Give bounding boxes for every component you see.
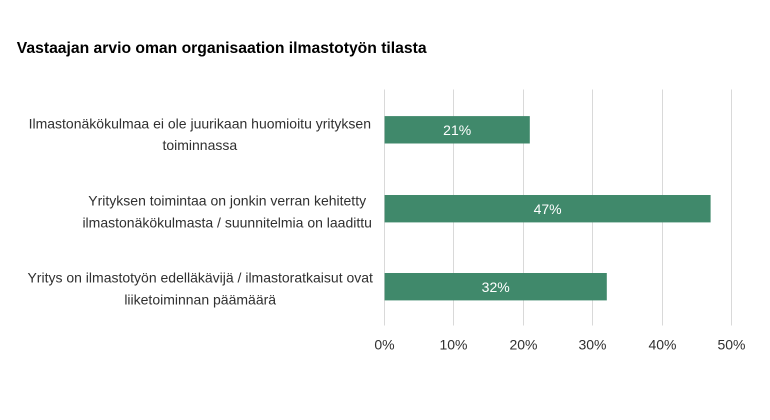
svg-text:Ilmastonäkökulmaa ei ole juuri: Ilmastonäkökulmaa ei ole juurikaan huomi… [29,116,371,132]
svg-text:40%: 40% [648,337,676,353]
svg-text:Yritys on ilmastotyön edelläkä: Yritys on ilmastotyön edelläkävijä / ilm… [27,269,373,285]
svg-text:Yrityksen toimintaa on jonkin: Yrityksen toimintaa on jonkin verran keh… [88,193,366,209]
svg-text:liiketoiminnan päämäärä: liiketoiminnan päämäärä [124,291,276,307]
svg-text:toiminnassa: toiminnassa [162,137,237,153]
svg-text:50%: 50% [717,337,745,353]
svg-text:20%: 20% [509,337,537,353]
svg-text:47%: 47% [534,201,562,217]
svg-text:ilmastonäkökulmasta / suunnite: ilmastonäkökulmasta / suunnitelmia on la… [82,215,372,231]
svg-text:30%: 30% [578,337,606,353]
svg-text:32%: 32% [482,279,510,295]
svg-text:21%: 21% [443,122,471,138]
svg-text:Vastaajan arvio oman organisaa: Vastaajan arvio oman organisaation ilmas… [17,40,427,57]
svg-text:10%: 10% [439,337,467,353]
svg-text:0%: 0% [374,337,394,353]
